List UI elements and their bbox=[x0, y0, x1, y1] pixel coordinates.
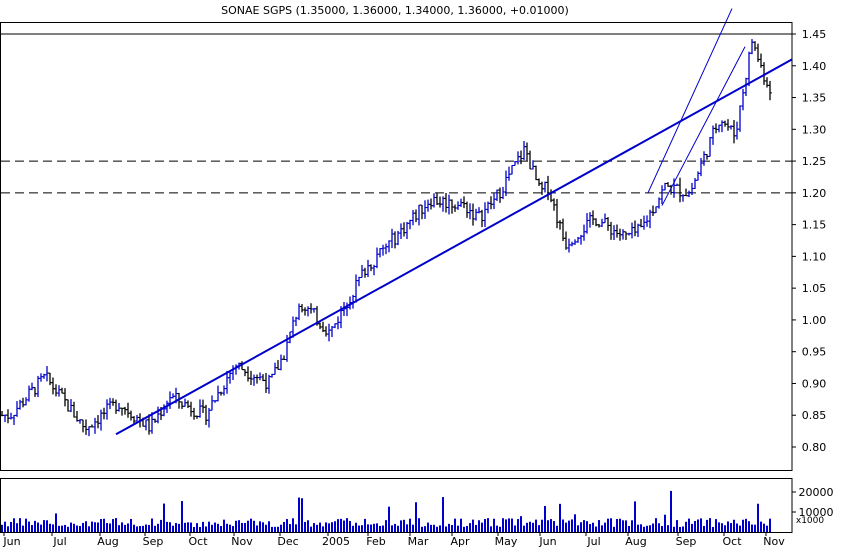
axes: 1.45 1.40 1.35 1.30 1.25 1.20 1.15 1.10 1.05 1.00… bbox=[0, 22, 834, 548]
price-tick-label: 1.45 bbox=[802, 28, 827, 41]
price-frame bbox=[0, 22, 793, 471]
price-tick-label: 0.85 bbox=[802, 409, 827, 422]
price-tick-label: 0.80 bbox=[802, 441, 827, 454]
x-tick-label: Aug bbox=[625, 535, 646, 548]
x-tick-label: Aug bbox=[97, 535, 118, 548]
price-tick-label: 1.10 bbox=[802, 250, 827, 263]
volume-tick-label: 20000 bbox=[799, 486, 834, 499]
price-tick-label: 1.25 bbox=[802, 155, 827, 168]
price-tick-label: 0.95 bbox=[802, 346, 827, 359]
x-tick-label: Nov bbox=[763, 535, 785, 548]
x-tick-label: May bbox=[495, 535, 518, 548]
x-tick-label: Feb bbox=[366, 535, 385, 548]
trendline-channel-upper bbox=[647, 8, 733, 194]
trendline-main bbox=[115, 58, 793, 436]
price-tick-label: 1.05 bbox=[802, 282, 827, 295]
price-tick-label: 1.00 bbox=[802, 314, 827, 327]
volume-panel bbox=[1, 490, 771, 532]
x-tick-label: Sep bbox=[676, 535, 697, 548]
volume-tick-label: 10000 bbox=[799, 506, 834, 519]
price-tick-label: 1.30 bbox=[802, 123, 827, 136]
x-tick-label: Jul bbox=[52, 535, 66, 548]
x-tick-label: Apr bbox=[450, 535, 470, 548]
x-tick-label: Jun bbox=[2, 535, 20, 548]
x-tick-label: Sep bbox=[143, 535, 164, 548]
price-tick-label: 1.35 bbox=[802, 92, 827, 105]
price-tick-label: 1.40 bbox=[802, 60, 827, 73]
x-tick-label: Dec bbox=[277, 535, 298, 548]
x-tick-label: Oct bbox=[188, 535, 208, 548]
x-tick-label: Jun bbox=[538, 535, 556, 548]
x-tick-label: Mar bbox=[408, 535, 429, 548]
price-panel bbox=[0, 8, 793, 437]
volume-unit-label: x1000 bbox=[796, 516, 825, 526]
chart-title: SONAE SGPS (1.35000, 1.36000, 1.34000, 1… bbox=[221, 4, 569, 17]
x-tick-label: Oct bbox=[722, 535, 742, 548]
price-tick-label: 0.90 bbox=[802, 377, 827, 390]
volume-frame bbox=[0, 478, 793, 533]
trendline-channel-lower bbox=[661, 46, 746, 206]
price-tick-label: 1.15 bbox=[802, 219, 827, 232]
x-tick-label: 2005 bbox=[322, 535, 350, 548]
x-tick-label: Nov bbox=[231, 535, 253, 548]
x-tick-label: Jul bbox=[586, 535, 600, 548]
price-tick-label: 1.20 bbox=[802, 187, 827, 200]
